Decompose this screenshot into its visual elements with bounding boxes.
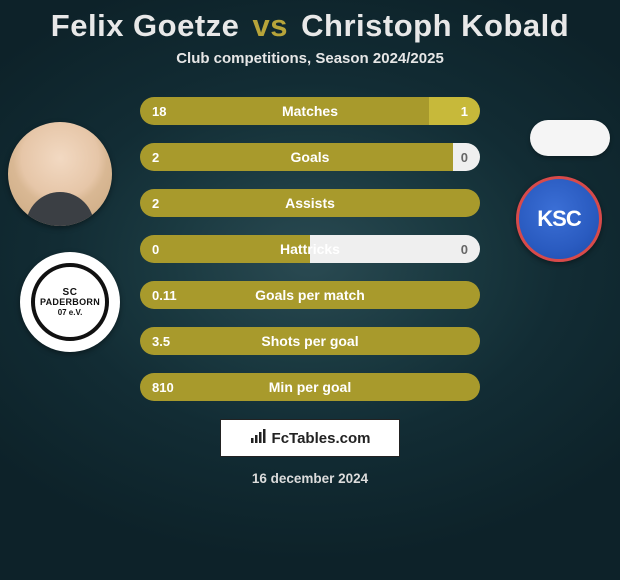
club-badge-line2: PADERBORN <box>40 298 100 307</box>
player2-club-badge: KSC <box>516 176 602 262</box>
page-title: Felix Goetze vs Christoph Kobald <box>0 8 620 44</box>
stat-row: 20Goals <box>140 143 480 171</box>
chart-icon <box>250 428 266 449</box>
club-badge-paderborn: SC PADERBORN 07 e.V. <box>31 263 109 341</box>
subtitle: Club competitions, Season 2024/2025 <box>0 50 620 67</box>
stat-row: 3.5Shots per goal <box>140 327 480 355</box>
club-badge-line1: SC <box>63 288 78 298</box>
fctables-logo: FcTables.com <box>220 419 400 457</box>
stat-value-left: 18 <box>152 104 166 119</box>
stat-row: 2Assists <box>140 189 480 217</box>
stat-value-right: 0 <box>461 242 468 257</box>
stat-value-left: 2 <box>152 196 159 211</box>
stat-value-left: 0.11 <box>152 288 177 303</box>
stat-bar-left: 18 <box>140 97 429 125</box>
stat-value-left: 3.5 <box>152 334 170 349</box>
fctables-logo-text: FcTables.com <box>272 430 371 447</box>
stat-bar-left: 810 <box>140 373 480 401</box>
stat-bar-right: 0 <box>310 235 480 263</box>
club-badge-line3: 07 e.V. <box>58 309 83 317</box>
title-vs: vs <box>253 8 288 43</box>
stat-bar-left: 0.11 <box>140 281 480 309</box>
stat-bar-left: 2 <box>140 143 453 171</box>
title-player1: Felix Goetze <box>51 8 240 43</box>
content-root: Felix Goetze vs Christoph Kobald Club co… <box>0 0 620 580</box>
stat-value-right: 0 <box>461 150 468 165</box>
stat-row: 00Hattricks <box>140 235 480 263</box>
stat-value-right: 1 <box>461 104 468 119</box>
player1-club-badge: SC PADERBORN 07 e.V. <box>20 252 120 352</box>
stats-bar-list: 181Matches20Goals2Assists00Hattricks0.11… <box>140 97 480 401</box>
stat-bar-right: 1 <box>429 97 480 125</box>
stat-bar-left: 2 <box>140 189 480 217</box>
club-badge-ksc-text: KSC <box>537 206 580 232</box>
stat-bar-right: 0 <box>453 143 480 171</box>
stat-row: 181Matches <box>140 97 480 125</box>
stat-value-left: 2 <box>152 150 159 165</box>
stat-row: 0.11Goals per match <box>140 281 480 309</box>
stat-value-left: 0 <box>152 242 159 257</box>
player1-avatar <box>8 122 112 226</box>
stat-bar-left: 0 <box>140 235 310 263</box>
date-text: 16 december 2024 <box>0 471 620 486</box>
stat-bar-left: 3.5 <box>140 327 480 355</box>
title-player2: Christoph Kobald <box>301 8 569 43</box>
stat-row: 810Min per goal <box>140 373 480 401</box>
stat-value-left: 810 <box>152 380 174 395</box>
player2-avatar <box>530 120 610 156</box>
